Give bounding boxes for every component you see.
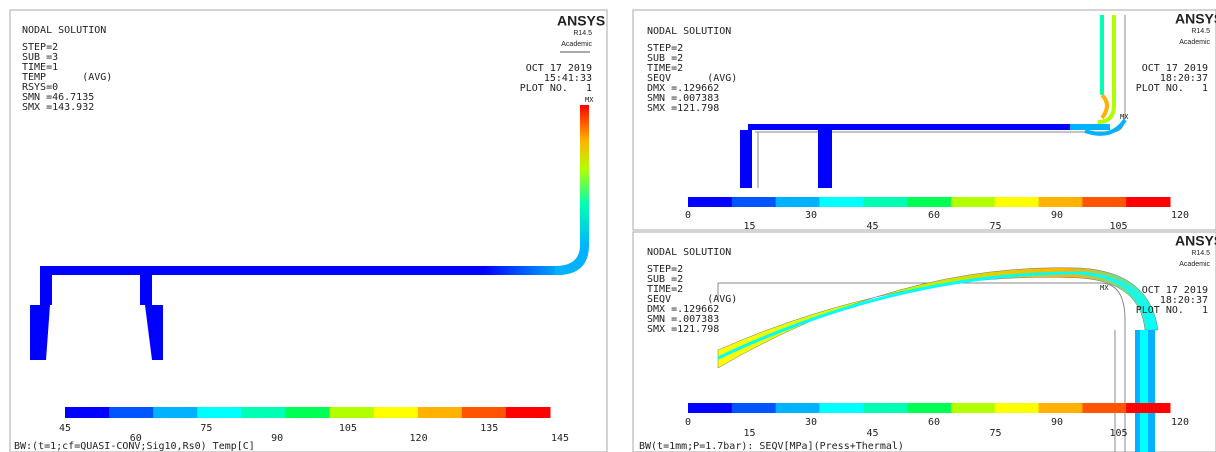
colorbar-segment <box>197 407 242 418</box>
colorbar-label: 30 <box>805 210 817 221</box>
colorbar-label: 90 <box>1051 417 1063 428</box>
colorbar-segment <box>907 197 951 207</box>
footer: BW(t=1mm;P=1.7bar): SEQV[MPa](Press+Ther… <box>639 441 904 452</box>
colorbar-label: 45 <box>59 423 71 434</box>
logo: ANSYS <box>1175 233 1216 249</box>
screenshot: NODAL SOLUTIONSTEP=2SUB =3TIME=1TEMP (AV… <box>0 0 1216 452</box>
colorbar-segment <box>1039 403 1083 413</box>
colorbar-segment <box>241 407 286 418</box>
colorbar-segment <box>863 403 907 413</box>
colorbar-segment <box>1082 403 1126 413</box>
colorbar-label: 120 <box>410 433 428 444</box>
colorbar-segment <box>995 197 1039 207</box>
colorbar-label: 120 <box>1171 417 1189 428</box>
colorbar-segment <box>995 403 1039 413</box>
max-marker: MX <box>1120 113 1129 121</box>
colorbar-segment <box>285 407 330 418</box>
panel-frame <box>633 232 1216 452</box>
colorbar-segment <box>506 407 551 418</box>
plot-number: PLOT NO. 1 <box>1136 305 1208 316</box>
colorbar-segment <box>1126 403 1170 413</box>
panel-title: NODAL SOLUTION <box>647 26 731 37</box>
info-line: SMX =121.798 <box>647 103 719 114</box>
license: Academic <box>561 41 592 48</box>
panel-title: NODAL SOLUTION <box>647 247 731 258</box>
colorbar-label: 15 <box>743 221 755 232</box>
colorbar-segment <box>462 407 507 418</box>
colorbar-segment <box>1039 197 1083 207</box>
colorbar-segment <box>1126 197 1170 207</box>
logo: ANSYS <box>557 13 605 29</box>
colorbar-segment <box>732 197 776 207</box>
colorbar-label: 105 <box>1109 221 1127 232</box>
colorbar-label: 75 <box>200 423 212 434</box>
colorbar-label: 45 <box>866 428 878 439</box>
panel-title: NODAL SOLUTION <box>22 25 106 36</box>
colorbar-segment <box>776 197 820 207</box>
plot-number: PLOT NO. 1 <box>520 83 592 94</box>
colorbar-label: 90 <box>1051 210 1063 221</box>
colorbar-label: 0 <box>685 417 691 428</box>
colorbar-segment <box>688 197 732 207</box>
colorbar-segment <box>732 403 776 413</box>
colorbar-segment <box>688 403 732 413</box>
colorbar-label: 120 <box>1171 210 1189 221</box>
max-marker: MX <box>585 96 594 104</box>
version: R14.5 <box>1191 28 1210 35</box>
colorbar-label: 105 <box>339 423 357 434</box>
footer: BW:(t=1;cf=QUASI-CONV;Sig10,Rs0) Temp[C] <box>14 441 255 452</box>
colorbar-segment <box>109 407 154 418</box>
license: Academic <box>1179 261 1210 268</box>
colorbar-segment <box>819 403 863 413</box>
colorbar-label: 60 <box>928 417 940 428</box>
version: R14.5 <box>573 30 592 37</box>
colorbar-label: 60 <box>928 210 940 221</box>
colorbar-label: 30 <box>805 417 817 428</box>
colorbar-label: 15 <box>743 428 755 439</box>
license: Academic <box>1179 39 1210 46</box>
colorbar-segment <box>418 407 463 418</box>
colorbar-segment <box>819 197 863 207</box>
colorbar-segment <box>776 403 820 413</box>
colorbar-segment <box>330 407 375 418</box>
version: R14.5 <box>1191 250 1210 257</box>
colorbar-label: 145 <box>551 433 569 444</box>
colorbar-label: 0 <box>685 210 691 221</box>
colorbar-label: 135 <box>480 423 498 434</box>
info-line: SMX =143.932 <box>22 102 94 113</box>
colorbar-segment <box>951 403 995 413</box>
logo: ANSYS <box>1175 11 1216 27</box>
colorbar-segment <box>374 407 419 418</box>
colorbar-label: 45 <box>866 221 878 232</box>
colorbar-label: 105 <box>1109 428 1127 439</box>
info-line: SMX =121.798 <box>647 324 719 335</box>
colorbar-segment <box>1082 197 1126 207</box>
max-marker: MX <box>1100 284 1109 292</box>
colorbar-segment <box>951 197 995 207</box>
colorbar-segment <box>863 197 907 207</box>
colorbar-label: 75 <box>989 428 1001 439</box>
colorbar-segment <box>65 407 110 418</box>
plot-number: PLOT NO. 1 <box>1136 83 1208 94</box>
colorbar-label: 90 <box>271 433 283 444</box>
colorbar-segment <box>907 403 951 413</box>
colorbar-segment <box>153 407 198 418</box>
colorbar-label: 75 <box>989 221 1001 232</box>
